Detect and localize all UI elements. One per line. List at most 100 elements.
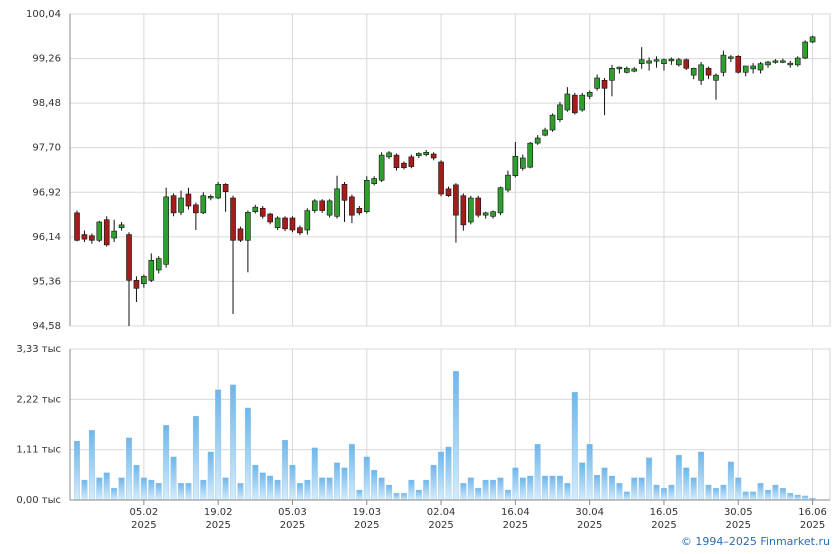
volume-bar <box>386 484 393 501</box>
x-tick-label: 16.06 <box>798 507 827 518</box>
candle-body <box>527 142 534 168</box>
volume-bar <box>356 489 363 501</box>
candle-body <box>482 212 489 216</box>
volume-bar <box>616 483 623 501</box>
candle-body <box>363 179 370 213</box>
volume-bar <box>675 454 682 501</box>
x-tick-label: 2025 <box>726 520 751 531</box>
volume-bar <box>289 464 296 501</box>
volume-bar <box>111 488 118 501</box>
volume-bar <box>683 467 690 501</box>
candle-body <box>794 57 801 66</box>
candle-body <box>163 196 169 265</box>
volume-bar <box>393 493 400 501</box>
volume-bar <box>415 489 422 501</box>
candle-body <box>430 153 437 159</box>
candle-body <box>519 157 526 169</box>
candle-body <box>326 200 333 216</box>
candle-body <box>185 193 192 207</box>
candle-body <box>631 68 638 72</box>
x-tick-label: 2025 <box>651 520 676 531</box>
candle-body <box>638 59 645 65</box>
volume-bar <box>348 444 355 501</box>
candle-body <box>259 207 266 217</box>
candle-body <box>289 217 296 231</box>
x-tick-label: 30.04 <box>575 507 604 518</box>
candle-body <box>103 219 110 246</box>
candle-body <box>676 59 682 66</box>
y-tick-label: 2,22 тыс <box>16 394 61 405</box>
candle-body <box>222 183 229 193</box>
volume-bar <box>378 477 385 501</box>
volume-bar <box>772 484 779 501</box>
candle-body <box>118 224 125 229</box>
volume-bar <box>802 495 809 501</box>
volume-bar <box>504 489 511 501</box>
candle-body <box>170 195 177 214</box>
candle-body <box>757 63 764 71</box>
volume-bar <box>735 477 742 501</box>
candle-body <box>386 152 392 158</box>
x-tick-label: 2025 <box>503 520 528 531</box>
candle-body <box>401 162 407 169</box>
volume-bar <box>757 483 764 501</box>
x-tick-label: 2025 <box>205 520 230 531</box>
volume-bar <box>653 484 660 501</box>
y-tick-label: 1,11 тыс <box>16 445 61 456</box>
candle-body <box>661 59 667 65</box>
candle-body <box>215 183 221 199</box>
candle-body <box>460 195 467 226</box>
candle-body <box>594 77 600 89</box>
plot-frame <box>69 13 831 327</box>
volume-bar <box>430 464 437 501</box>
candle-body <box>564 93 571 111</box>
volume-bar <box>727 461 734 501</box>
volume-bar <box>452 371 459 501</box>
y-tick-label: 95,36 <box>32 276 61 287</box>
volume-bar <box>140 477 147 501</box>
candle-body <box>772 60 779 63</box>
volume-bar <box>646 457 653 501</box>
candle-body <box>96 221 103 241</box>
volume-bar <box>170 456 177 501</box>
candle-body <box>438 161 444 195</box>
candle-body <box>393 154 400 169</box>
volume-bar <box>482 479 489 501</box>
candle-body <box>579 94 586 111</box>
volume-bar <box>512 467 519 501</box>
candle-body <box>720 54 727 73</box>
x-tick-label: 05.03 <box>278 507 307 518</box>
candle-body <box>601 79 608 89</box>
candle-body <box>126 234 132 281</box>
candle-body <box>750 65 756 70</box>
candle-body <box>445 188 452 197</box>
candle-body <box>572 94 578 114</box>
volume-bar <box>118 477 125 501</box>
candle-body <box>787 62 794 66</box>
candle-body <box>304 210 311 231</box>
x-tick-label: 05.02 <box>130 507 159 518</box>
volume-bar <box>133 464 140 501</box>
volume-bar <box>215 389 222 501</box>
x-tick-label: 2025 <box>800 520 825 531</box>
y-tick-label: 98,48 <box>32 98 61 109</box>
candle-body <box>586 91 593 97</box>
candle-body <box>653 59 660 62</box>
volume-bar <box>282 439 288 501</box>
volume-bar <box>698 451 705 501</box>
volume-bar <box>460 483 467 501</box>
volume-bar <box>304 479 311 501</box>
candle-body <box>735 55 742 73</box>
x-tick-label: 19.03 <box>352 507 381 518</box>
volume-bar <box>155 483 162 501</box>
volume-bar <box>490 479 497 501</box>
volume-bar <box>661 488 667 501</box>
candle-body <box>475 197 482 216</box>
volume-bar <box>601 467 608 501</box>
candle-body <box>408 156 415 167</box>
volume-bar <box>148 479 155 501</box>
volume-bar <box>765 489 771 501</box>
volume-bar <box>400 493 407 501</box>
candle-body <box>423 151 430 155</box>
